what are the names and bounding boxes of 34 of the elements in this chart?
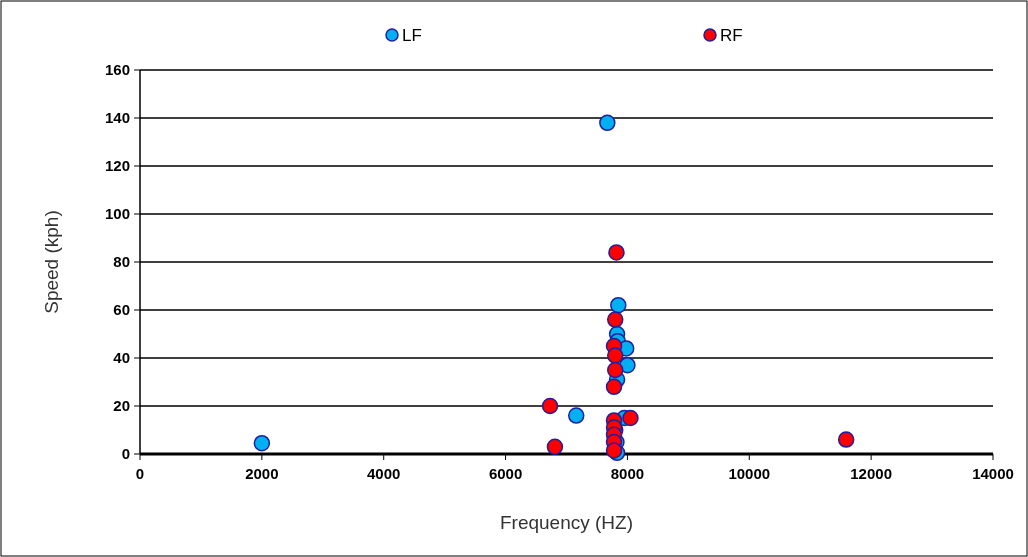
x-tick-label: 8000 [610, 465, 645, 482]
x-tick-label: 10000 [728, 465, 771, 482]
point [606, 311, 624, 328]
y-tick-label: 160 [104, 61, 130, 78]
point [541, 397, 559, 415]
point [837, 431, 855, 448]
y-tick-label: 40 [113, 349, 130, 366]
point [253, 434, 271, 452]
legend-label: LF [402, 26, 422, 45]
y-tick-label: 140 [104, 109, 130, 126]
point [608, 244, 625, 261]
y-axis-title: Speed (kph) [41, 210, 62, 314]
x-tick-label: 14000 [972, 465, 1014, 482]
legend-label: RF [720, 26, 743, 45]
x-tick-label: 2000 [245, 465, 279, 482]
point [605, 378, 623, 396]
y-tick-label: 60 [113, 301, 130, 318]
x-tick-label: 0 [135, 465, 145, 482]
point [568, 407, 585, 424]
point [546, 438, 564, 456]
x-axis-title: Frequency (HZ) [499, 512, 634, 533]
point [622, 409, 639, 427]
x-tick-label: 6000 [488, 465, 523, 482]
point [599, 114, 616, 132]
y-tick-label: 120 [104, 157, 130, 174]
y-tick-label: 20 [113, 397, 130, 414]
point [610, 296, 627, 314]
y-tick-label: 0 [121, 445, 130, 462]
point [606, 347, 624, 364]
point [606, 361, 624, 379]
y-tick-label: 100 [104, 205, 130, 222]
x-tick-label: 4000 [367, 465, 401, 482]
y-tick-label: 80 [113, 253, 130, 270]
x-tick-label: 12000 [850, 465, 892, 482]
